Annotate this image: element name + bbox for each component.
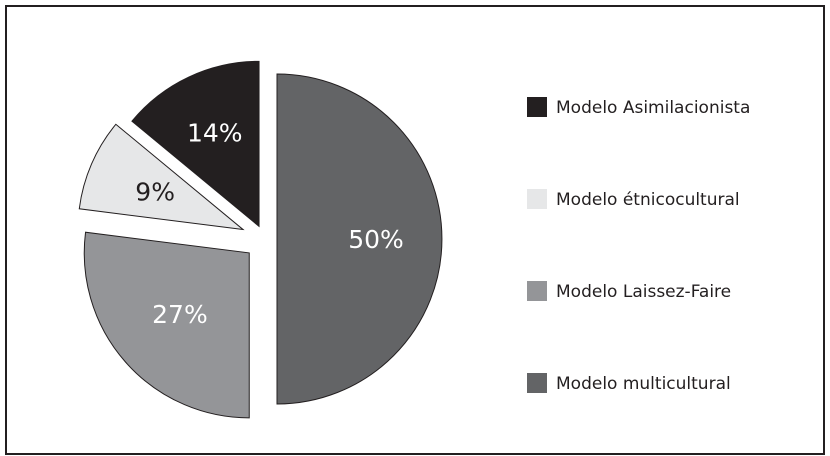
slice-label-modelo-multicultural: 50% [348,225,404,254]
legend-swatch [527,189,547,209]
legend-item-modelo-asimilacionista: Modelo Asimilacionista [527,97,750,118]
legend-label: Modelo Asimilacionista [556,98,750,118]
legend-label: Modelo étnicocultural [556,190,740,210]
pie-slice-modelo-multicultural [276,73,443,405]
slice-label-modelo-asimilacionista: 14% [187,118,243,147]
pie-slice-modelo-asimilacionista [131,60,260,228]
legend-label: Modelo Laissez-Faire [556,282,731,302]
legend-item-modelo-laissez-faire: Modelo Laissez-Faire [527,281,731,302]
pie-chart: 50%27%9%14% Modelo AsimilacionistaModelo… [78,60,750,419]
chart-frame: 50% 27% 9% 14% Modelo Asimilacionista Modelo… [5,5,825,455]
slice-label-modelo-etnicocultural: 9% [135,177,175,206]
legend-item-modelo-multicultural: Modelo multicultural [527,373,731,394]
pie-slices [78,60,443,419]
slice-labels: 50% 27% 9% 14% [135,118,403,329]
pie-slice-modelo-laissez-faire [83,231,250,419]
legend-item-modelo-etnicocultural: Modelo étnicocultural [527,189,740,210]
slice-label-modelo-laissez-faire: 27% [152,300,208,329]
legend-swatch [527,97,547,117]
legend: Modelo Asimilacionista Modelo étnicocultu… [527,97,750,394]
legend-swatch [527,373,547,393]
pie-slice-modelo-etnicocultural [78,123,245,231]
legend-swatch [527,281,547,301]
legend-label: Modelo multicultural [556,374,731,394]
